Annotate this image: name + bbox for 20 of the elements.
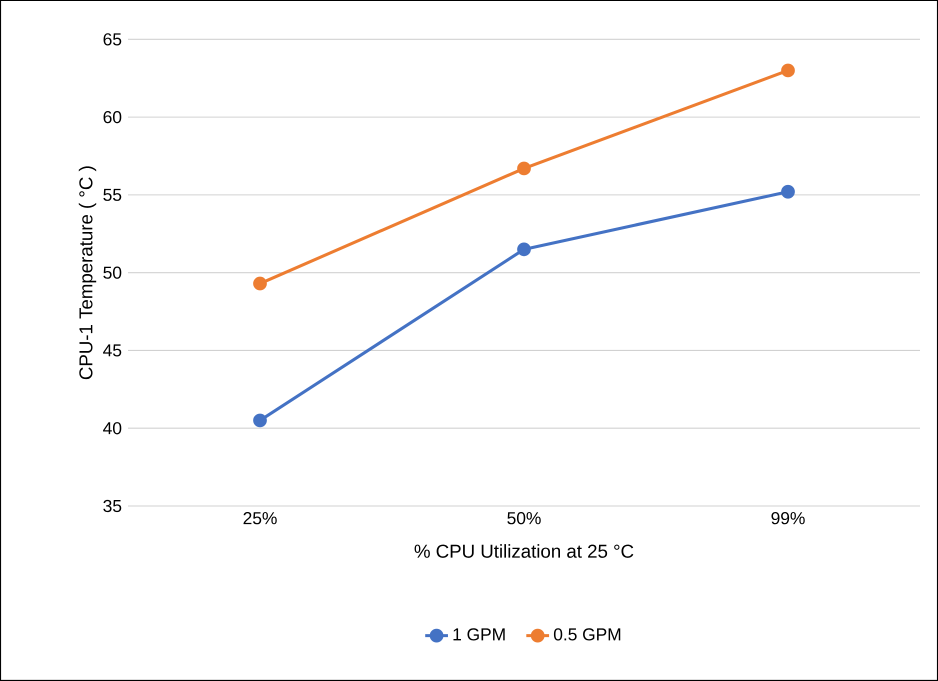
point — [781, 64, 795, 78]
y-tick-label: 65 — [104, 33, 122, 46]
y-tick-label: 50 — [103, 266, 122, 279]
point — [517, 162, 531, 176]
legend-label: 0.5 GPM — [554, 628, 620, 641]
x-tick-label: 25% — [244, 512, 277, 524]
y-tick-label: 45 — [103, 344, 122, 356]
x-axis-title: % CPU Utilization at 25 °C — [414, 544, 634, 558]
legend-label: 1 GPM — [453, 628, 505, 641]
y-tick-label: 60 — [104, 110, 122, 124]
point — [517, 242, 531, 256]
point — [781, 184, 795, 199]
y-tick-label: 40 — [103, 422, 122, 434]
y-tick-label: 55 — [103, 188, 122, 201]
x-tick-label: 50% — [507, 512, 541, 524]
y-tick-label: 35 — [103, 500, 122, 512]
x-tick-label: 99% — [771, 512, 805, 524]
y-axis-title: CPU-1 Temperature ( °C ) — [78, 166, 96, 380]
point — [253, 414, 267, 428]
point — [253, 276, 267, 290]
